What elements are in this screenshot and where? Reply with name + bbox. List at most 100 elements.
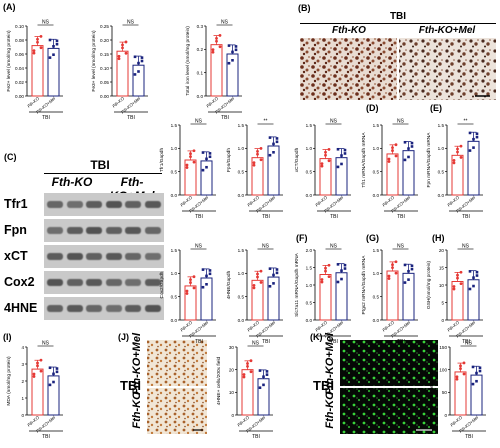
data-point — [343, 148, 347, 152]
data-point — [340, 277, 343, 281]
panel-b-header: TBI — [298, 11, 498, 25]
data-point — [252, 283, 256, 287]
y-tick-label: 0 — [231, 413, 234, 418]
data-point — [32, 51, 36, 55]
data-point — [137, 70, 140, 73]
data-point — [324, 153, 327, 157]
data-point — [272, 142, 275, 146]
data-point — [52, 53, 55, 56]
y-axis-label: Tfr1/Gapdh — [159, 148, 165, 173]
data-point — [268, 153, 272, 157]
category-label: Fth-KO — [26, 415, 40, 428]
y-tick-label: 30 — [229, 345, 235, 350]
data-point — [262, 375, 265, 378]
data-point — [48, 56, 52, 59]
significance-label: NS — [127, 20, 135, 26]
category-label: Fth-KO — [381, 320, 395, 333]
data-point — [48, 38, 52, 42]
y-tick-label: 0.0 — [171, 193, 178, 198]
blot-band — [105, 253, 122, 260]
y-tick-label: 0.5 — [306, 169, 313, 174]
data-point — [394, 143, 398, 147]
significance-label: NS — [462, 244, 470, 250]
y-tick-label: 0.5 — [438, 169, 445, 174]
y-tick-label: 15 — [439, 265, 445, 270]
y-tick-label: 0.5 — [238, 169, 245, 174]
data-point — [272, 282, 275, 285]
data-point — [140, 59, 144, 63]
panel-label-c: (C) — [4, 152, 17, 162]
data-point — [268, 136, 272, 139]
data-point — [32, 372, 36, 376]
panel-label-d: (D) — [366, 103, 379, 113]
data-point — [410, 267, 414, 271]
blot-label-xct: xCT — [4, 249, 28, 263]
blot-band — [86, 201, 102, 208]
data-point — [215, 36, 218, 40]
blot-band — [86, 227, 102, 234]
data-point — [340, 269, 343, 272]
y-tick-label: 1.0 — [373, 146, 380, 151]
data-point — [456, 150, 459, 154]
data-point — [275, 271, 279, 275]
data-point — [475, 135, 479, 139]
data-point — [471, 365, 475, 369]
data-point — [201, 151, 205, 154]
group-label: TBI — [462, 339, 470, 345]
data-point — [52, 380, 55, 384]
blot-band — [144, 279, 161, 286]
data-point — [407, 155, 410, 159]
y-tick-label: 1.5 — [171, 248, 178, 253]
data-point — [336, 280, 340, 284]
y-tick-label: 0.0 — [373, 318, 380, 323]
data-point — [32, 375, 36, 378]
data-point — [387, 274, 391, 278]
data-point — [340, 162, 343, 166]
data-point — [52, 45, 55, 48]
data-point — [124, 40, 128, 44]
blot-band — [144, 305, 161, 312]
data-point — [124, 51, 128, 55]
category-label: Fth-KO — [179, 195, 193, 208]
y-tick-label: 1.5 — [306, 123, 313, 128]
significance-label: NS — [262, 244, 270, 250]
bar-fth-ko-mel — [132, 64, 145, 97]
category-label: Fth-KO — [246, 195, 260, 208]
data-point — [410, 145, 414, 148]
y-tick-label: 0.5 — [373, 169, 380, 174]
y-tick-label: 1.5 — [373, 123, 380, 128]
data-point — [259, 269, 263, 273]
data-point — [36, 364, 39, 368]
group-label: TBI — [465, 434, 473, 440]
data-point — [343, 267, 347, 270]
y-axis-label: Fe3+ level (nmol/mg protein) — [91, 30, 97, 92]
data-point — [211, 50, 215, 54]
data-point — [456, 273, 459, 277]
y-tick-label: 0.5 — [171, 294, 178, 299]
data-point — [48, 383, 52, 387]
data-point — [327, 263, 331, 267]
data-point — [343, 263, 347, 267]
y-tick-label: 0.10 — [100, 66, 109, 71]
data-point — [387, 277, 391, 280]
blot-band — [144, 253, 161, 260]
y-tick-label: 4 — [21, 345, 24, 350]
blot-band — [86, 305, 102, 312]
y-tick-label: 1.0 — [238, 271, 245, 276]
category-label: Fth-KO — [449, 415, 463, 428]
data-point — [36, 37, 39, 41]
data-point — [262, 383, 265, 387]
data-point — [472, 284, 475, 288]
y-tick-label: 0.20 — [100, 38, 109, 43]
data-point — [391, 146, 394, 150]
data-point — [137, 61, 140, 65]
data-point — [256, 149, 259, 153]
data-point — [452, 285, 456, 288]
panel-b-right-label: Fth-KO+Mel — [418, 25, 476, 36]
significance-label: NS — [195, 244, 203, 250]
category-label: Fth-KO — [314, 320, 328, 333]
data-point — [259, 147, 263, 150]
data-point — [55, 42, 59, 46]
data-point — [189, 155, 192, 159]
